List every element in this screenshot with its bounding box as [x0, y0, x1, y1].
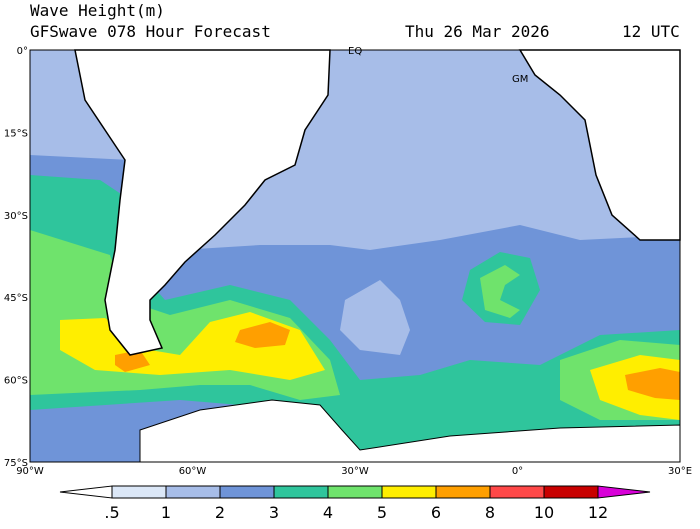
- wave-6-8-east: [625, 368, 680, 400]
- colorbar-label: 1: [161, 503, 171, 522]
- greenwich-marker: GM: [512, 74, 528, 85]
- equator-marker: EQ: [348, 46, 362, 57]
- lon-label: 60°W: [179, 466, 207, 477]
- lon-label: 0°: [512, 466, 523, 477]
- title: Wave Height(m): [30, 1, 165, 20]
- lat-label: 75°S: [4, 458, 28, 469]
- subtitle: GFSwave 078 Hour Forecast: [30, 22, 271, 41]
- colorbar-label: 10: [534, 503, 554, 522]
- time: 12 UTC: [622, 22, 680, 41]
- colorbar-segment: [435, 485, 491, 499]
- colorbar-label: 4: [323, 503, 333, 522]
- colorbar-high: [597, 485, 651, 499]
- colorbar-label: .5: [104, 503, 119, 522]
- lat-label: 0°: [17, 46, 28, 57]
- colorbar-label: 6: [431, 503, 441, 522]
- colorbar-label: 5: [377, 503, 387, 522]
- colorbar-segment: [273, 485, 329, 499]
- colorbar-label: 3: [269, 503, 279, 522]
- wave-6-8: [235, 322, 290, 348]
- colorbar-low: [59, 485, 113, 499]
- lon-label: 30°E: [668, 466, 692, 477]
- lat-label: 15°S: [4, 128, 28, 139]
- wave-6-8-west: [115, 350, 150, 372]
- south-america: [74, 49, 331, 356]
- wave-4-5-ring: [480, 265, 520, 318]
- map: EQ GM: [29, 46, 681, 463]
- lon-label: 90°W: [16, 466, 44, 477]
- map-frame: [29, 49, 681, 463]
- colorbar-segment: [543, 485, 599, 499]
- colorbar-label: 8: [485, 503, 495, 522]
- colorbar-label: 2: [215, 503, 225, 522]
- lat-label: 60°S: [4, 376, 28, 387]
- colorbar-label: 12: [588, 503, 608, 522]
- date: Thu 26 Mar 2026: [405, 22, 550, 41]
- lat-label: 45°S: [4, 293, 28, 304]
- colorbar-segment: [381, 485, 437, 499]
- colorbar-segment: [327, 485, 383, 499]
- lon-label: 30°W: [341, 466, 369, 477]
- colorbar-segment: [489, 485, 545, 499]
- colorbar-segment: [165, 485, 221, 499]
- lat-label: 30°S: [4, 211, 28, 222]
- colorbar-segment: [111, 485, 167, 499]
- wave-1-2-patch: [340, 280, 410, 355]
- colorbar-segment: [219, 485, 275, 499]
